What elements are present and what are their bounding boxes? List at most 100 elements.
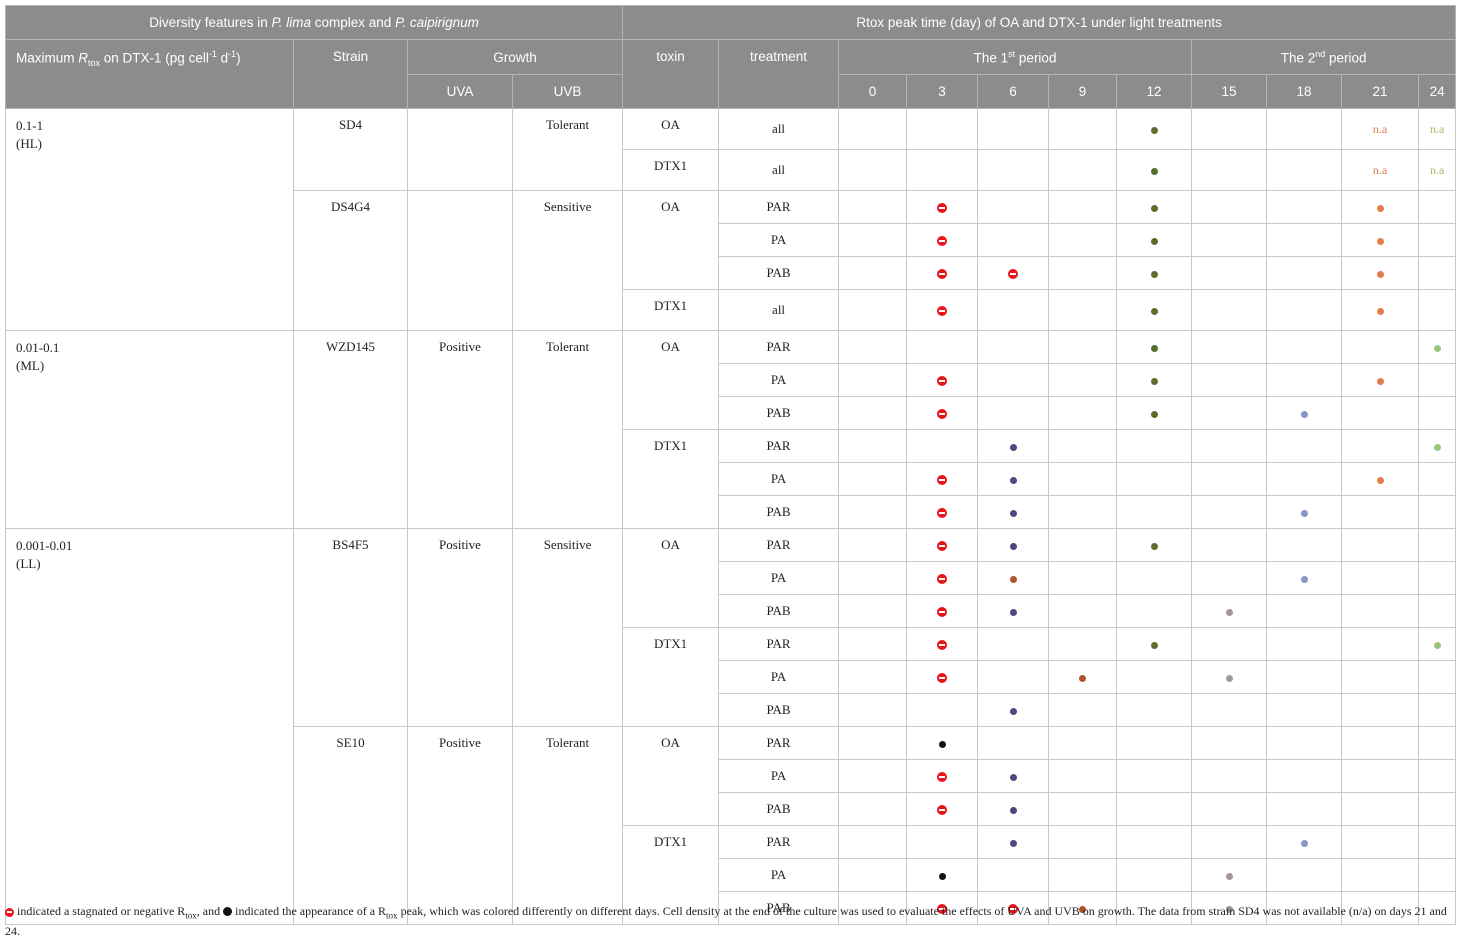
negative-rtox-icon <box>1008 269 1019 280</box>
treatment-cell: PAR <box>718 190 840 224</box>
toxin-cell: DTX1 <box>622 627 720 727</box>
rtox-peak-dot <box>1376 476 1384 484</box>
header-day-24: 24 <box>1418 74 1457 109</box>
not-available-label: n.a <box>1429 163 1445 177</box>
treatment-cell: PA <box>718 759 840 793</box>
table-row: DTX1 all <box>6 289 1457 331</box>
strain-cell: BS4F5 <box>293 528 408 727</box>
rtox-table: Diversity features in P. lima complex an… <box>4 5 1457 925</box>
rtox-range-value: 0.001-0.01 <box>16 538 73 553</box>
uva-growth-cell <box>407 190 513 331</box>
day-6-cell <box>977 528 1050 562</box>
treatment-cell: PAB <box>718 693 840 727</box>
header-day-0: 0 <box>838 74 908 109</box>
strain-cell: SD4 <box>293 108 408 191</box>
header-day-18: 18 <box>1266 74 1343 109</box>
treatment-cell: PA <box>718 561 840 595</box>
day-18-cell <box>1266 495 1343 529</box>
day-24-cell: n.a <box>1418 108 1457 150</box>
uvb-growth-cell: Tolerant <box>511 726 624 925</box>
day-3-cell <box>906 256 979 290</box>
negative-rtox-icon <box>937 475 948 486</box>
day-15-cell <box>1191 528 1268 562</box>
negative-rtox-icon <box>937 805 948 816</box>
not-available-label: n.a <box>1372 122 1388 136</box>
rtox-range-label: (HL) <box>16 136 42 151</box>
day-18-cell <box>1266 289 1343 331</box>
rtox-peak-dot <box>1079 905 1087 913</box>
day-9-cell <box>1048 190 1118 224</box>
header-uva: UVA <box>407 74 513 109</box>
uvb-growth-cell: Tolerant <box>511 108 624 191</box>
day-24-cell <box>1418 495 1457 529</box>
rtox-peak-dot <box>1433 641 1441 649</box>
treatment-cell: all <box>718 149 840 191</box>
table-row: 0.1-1 (HL) SD4 Tolerant OA all n.a n.a <box>5 108 1457 331</box>
table-row: PAB <box>6 693 1457 727</box>
day-24-cell <box>1418 256 1457 290</box>
day-12-cell <box>1116 627 1193 661</box>
rtox-peak-dot <box>1009 773 1017 781</box>
day-3-cell <box>906 495 979 529</box>
day-15-cell <box>1191 726 1268 760</box>
day-15-cell <box>1191 858 1268 892</box>
day-3-cell <box>906 726 979 760</box>
day-18-cell <box>1266 256 1343 290</box>
day-24-cell <box>1418 363 1457 397</box>
day-9-cell <box>1048 759 1118 793</box>
day-24-cell <box>1418 190 1457 224</box>
day-0-cell <box>838 462 908 496</box>
day-24-cell <box>1418 289 1457 331</box>
day-12-cell <box>1116 561 1193 595</box>
day-21-cell <box>1341 223 1420 257</box>
day-12-cell <box>1116 825 1193 859</box>
negative-rtox-icon <box>1008 904 1019 915</box>
rtox-peak-dot <box>1150 410 1158 418</box>
toxin-cell: DTX1 <box>622 289 720 331</box>
day-0-cell <box>838 396 908 430</box>
uva-growth-cell: Positive <box>407 726 513 925</box>
header-max-rtox: Maximum Rtox on DTX-1 (pg cell-1 d-1) <box>5 39 294 109</box>
table-row: DTX1 PAR <box>6 429 1457 529</box>
day-9-cell <box>1048 256 1118 290</box>
day-0-cell <box>838 627 908 661</box>
day-6-cell <box>977 792 1050 826</box>
table-row: PA <box>6 462 1457 496</box>
rtox-peak-dot <box>1009 476 1017 484</box>
toxin-cell: OA <box>622 726 720 826</box>
day-6-cell <box>977 891 1050 925</box>
day-9-cell <box>1048 891 1118 925</box>
toxin-cell: OA <box>622 330 720 430</box>
rtox-peak-dot <box>1225 872 1233 880</box>
day-24-cell <box>1418 429 1457 463</box>
header-period-1: The 1st period <box>838 39 1193 75</box>
day-3-cell <box>906 594 979 628</box>
day-3-cell <box>906 190 979 224</box>
day-21-cell <box>1341 561 1420 595</box>
negative-rtox-icon <box>937 574 948 585</box>
day-18-cell <box>1266 561 1343 595</box>
day-15-cell <box>1191 108 1268 150</box>
day-18-cell <box>1266 429 1343 463</box>
day-18-cell <box>1266 149 1343 191</box>
day-3-cell <box>906 660 979 694</box>
day-6-cell <box>977 223 1050 257</box>
day-0-cell <box>838 363 908 397</box>
day-18-cell <box>1266 792 1343 826</box>
rtox-range-value: 0.01-0.1 <box>16 340 60 355</box>
negative-rtox-icon <box>937 673 948 684</box>
rtox-range-label: (LL) <box>16 556 41 571</box>
day-21-cell <box>1341 891 1420 925</box>
day-3-cell <box>906 561 979 595</box>
day-9-cell <box>1048 363 1118 397</box>
day-15-cell <box>1191 289 1268 331</box>
table-row: PAB <box>6 495 1457 529</box>
rtox-peak-dot <box>1300 575 1308 583</box>
negative-rtox-icon <box>937 376 948 387</box>
treatment-cell: PAR <box>718 825 840 859</box>
treatment-cell: PA <box>718 858 840 892</box>
header-strain: Strain <box>293 39 408 109</box>
day-24-cell <box>1418 792 1457 826</box>
day-21-cell <box>1341 594 1420 628</box>
negative-rtox-icon <box>937 541 948 552</box>
